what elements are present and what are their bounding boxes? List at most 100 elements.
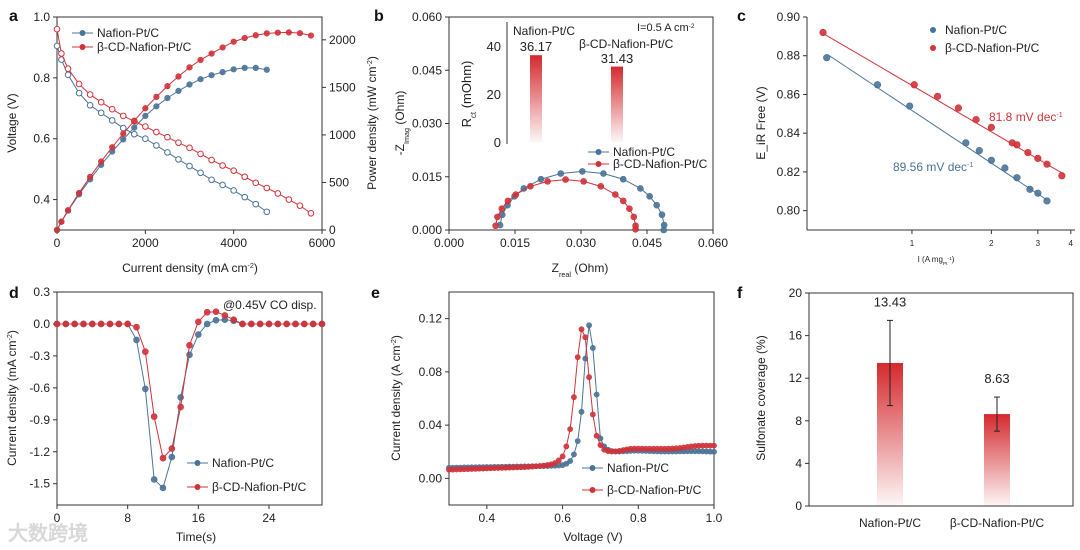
power-point bbox=[230, 66, 237, 73]
voltage-point bbox=[252, 179, 260, 187]
inset-y-axis-label-part: (mOhm) bbox=[459, 61, 474, 112]
legend-label: Nafion-Pt/C bbox=[97, 26, 159, 40]
y-tick-label: 0.90 bbox=[777, 10, 801, 24]
y-tick-label: -1.2 bbox=[29, 445, 50, 459]
y-tick-label: -1.5 bbox=[29, 477, 50, 491]
voltage-point bbox=[230, 187, 237, 194]
power-point bbox=[131, 124, 138, 131]
current-point bbox=[589, 345, 596, 351]
legend-marker bbox=[930, 27, 936, 33]
current-point bbox=[578, 408, 585, 415]
tafel-point bbox=[1034, 154, 1042, 162]
voltage-point bbox=[208, 176, 215, 184]
y-tick-label: 20 bbox=[789, 286, 803, 300]
y-tick-label: 16 bbox=[789, 329, 803, 343]
x-tick-label: 16 bbox=[192, 511, 206, 525]
impedance-point bbox=[619, 197, 627, 205]
x-axis-label: Time(s) bbox=[176, 530, 216, 544]
y-tick-label: 0.045 bbox=[412, 63, 442, 77]
voltage-point bbox=[186, 162, 193, 170]
power-point bbox=[98, 158, 105, 165]
voltage-point bbox=[164, 149, 171, 156]
legend-marker bbox=[595, 149, 602, 155]
voltage-point bbox=[58, 50, 65, 57]
y-tick-label: 0.80 bbox=[777, 204, 801, 218]
plot-frame bbox=[56, 291, 323, 506]
y-axis-label-part: ) bbox=[5, 330, 19, 334]
x-tick-label: 0 bbox=[54, 511, 61, 525]
y-tick-label: 2000 bbox=[329, 33, 356, 47]
voltage-point bbox=[130, 130, 138, 138]
impedance-line bbox=[495, 179, 637, 230]
y-tick-label: -0.3 bbox=[29, 349, 50, 363]
impedance-point bbox=[579, 168, 586, 175]
current-point bbox=[53, 320, 61, 328]
y2-axis-label: Power density (mW cm-2) bbox=[365, 56, 380, 190]
x-tick-label: 0.045 bbox=[632, 236, 662, 250]
fit-line bbox=[822, 33, 1064, 175]
inset-y-axis-label-part: R bbox=[459, 118, 474, 127]
y-tick-label: 0 bbox=[329, 223, 336, 237]
current-point bbox=[586, 322, 592, 329]
current-point bbox=[597, 442, 604, 448]
impedance-point bbox=[492, 222, 499, 230]
y-tick-label: 1000 bbox=[329, 128, 356, 142]
current-point bbox=[567, 426, 574, 433]
current-point bbox=[318, 320, 326, 328]
legend-label: Nafion-Pt/C bbox=[607, 461, 669, 475]
current-point bbox=[265, 320, 273, 328]
y-axis-label: Voltage (V) bbox=[5, 93, 19, 152]
y-axis-label-part: Voltage (V) bbox=[5, 93, 19, 152]
inset-y-axis-label-part: ct bbox=[469, 111, 478, 118]
inset-y-tick-label: 40 bbox=[487, 39, 501, 54]
power-point bbox=[208, 72, 215, 79]
voltage-point bbox=[53, 25, 61, 33]
x-tick-label: 6000 bbox=[309, 236, 336, 250]
x-tick-label: 0.6 bbox=[554, 511, 571, 525]
y-axis-label-part: Current density (mA cm bbox=[5, 341, 19, 466]
current-point bbox=[239, 320, 246, 328]
tafel-point bbox=[1034, 189, 1042, 197]
power-point bbox=[87, 173, 94, 180]
tafel-point bbox=[1058, 172, 1066, 180]
current-point bbox=[150, 413, 158, 420]
x-axis-label-part: Pt bbox=[943, 261, 948, 267]
y-tick-label: 0.00 bbox=[419, 471, 443, 485]
impedance-point bbox=[600, 170, 607, 177]
voltage-point bbox=[142, 135, 149, 143]
panel-label-f: f bbox=[737, 285, 743, 302]
power-point bbox=[53, 226, 61, 234]
voltage-point bbox=[97, 109, 105, 117]
x-axis-label-part: -2 bbox=[247, 261, 253, 270]
x-axis-label-part: (Ohm) bbox=[571, 261, 608, 275]
voltage-point bbox=[153, 128, 160, 136]
y2-axis-label-part: Power density (mW cm bbox=[365, 67, 379, 190]
impedance-point bbox=[626, 205, 633, 212]
legend-marker bbox=[595, 161, 602, 167]
current-point bbox=[593, 432, 600, 439]
y-axis-label-part: Sulfonate coverage (%) bbox=[754, 335, 768, 460]
tafel-point bbox=[823, 54, 831, 62]
current-point bbox=[80, 320, 87, 328]
x-tick-label: 0 bbox=[54, 236, 61, 250]
x-tick-label: 4000 bbox=[220, 236, 247, 250]
x-tick-label: 0.030 bbox=[566, 236, 596, 250]
voltage-point bbox=[197, 169, 204, 177]
x-axis-label-part: -1 bbox=[947, 256, 952, 262]
power-point bbox=[64, 207, 72, 214]
impedance-point bbox=[632, 225, 639, 233]
x-axis-label-part: ) bbox=[952, 255, 955, 264]
current-point bbox=[106, 320, 114, 328]
current-point bbox=[177, 403, 184, 411]
tafel-point bbox=[1013, 174, 1021, 182]
impedance-point bbox=[630, 213, 638, 221]
power-point bbox=[296, 30, 304, 37]
current-point bbox=[292, 320, 299, 328]
slope-label: 89.56 mV dec-1 bbox=[893, 160, 973, 175]
y-tick-label: 0.015 bbox=[412, 170, 442, 184]
voltage-point bbox=[219, 162, 226, 169]
condition-annotation: @0.45V CO disp. bbox=[223, 298, 317, 312]
x-axis-label-part: Time(s) bbox=[176, 530, 216, 544]
current-point bbox=[283, 320, 290, 328]
category-label: Nafion-Pt/C bbox=[859, 516, 921, 530]
